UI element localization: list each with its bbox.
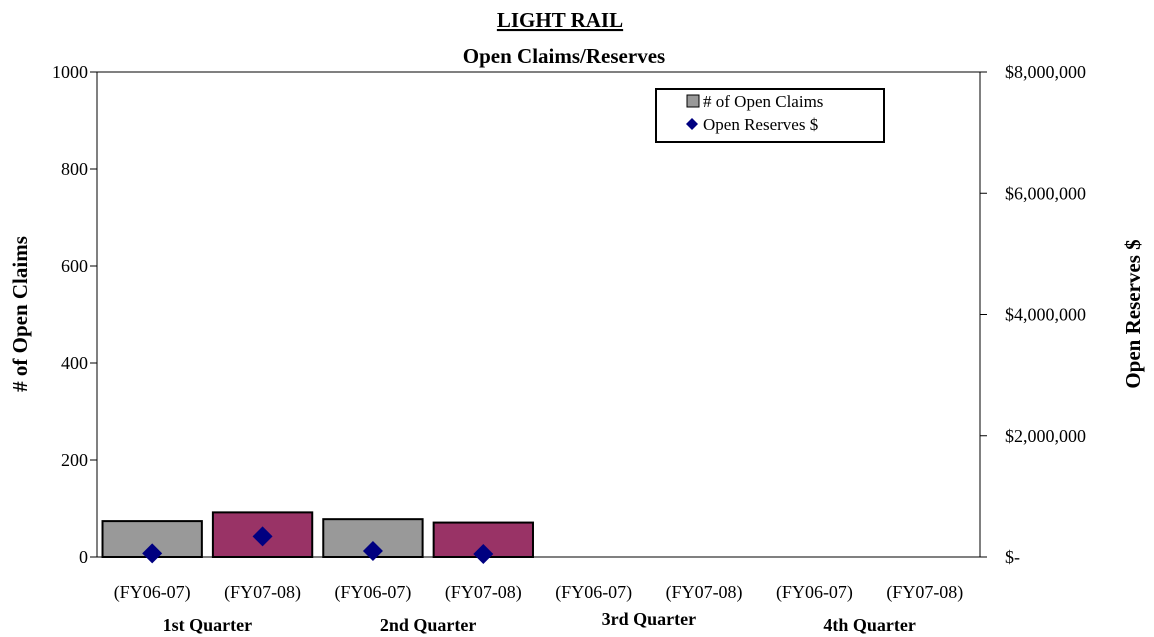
group-labels: 1st Quarter 2nd Quarter 3rd Quarter 4th Qua…	[163, 609, 916, 635]
right-tick-label: $6,000,000	[1005, 183, 1086, 203]
reserve-marker	[142, 543, 163, 564]
left-tick-label: 0	[79, 547, 88, 567]
group-label: 4th Quarter	[823, 615, 915, 635]
category-label: (FY06-07)	[776, 582, 853, 603]
left-tick-label: 800	[61, 159, 88, 179]
left-tick-label: 600	[61, 256, 88, 276]
right-tick-label: $4,000,000	[1005, 305, 1086, 325]
category-label: (FY06-07)	[334, 582, 411, 603]
legend-diamond-icon	[686, 118, 698, 130]
right-ticks: $- $2,000,000 $4,000,000 $6,000,000 $8,000,0…	[980, 62, 1086, 567]
chart-title: LIGHT RAIL	[497, 8, 623, 32]
legend: # of Open Claims Open Reserves $	[655, 88, 885, 143]
category-label: (FY07-08)	[666, 582, 743, 603]
bars	[101, 511, 534, 559]
left-tick-label: 200	[61, 450, 88, 470]
category-label: (FY06-07)	[114, 582, 191, 603]
left-ticks: 0 200 400 600 800 1000	[52, 62, 97, 567]
category-label: (FY07-08)	[224, 582, 301, 603]
left-tick-label: 1000	[52, 62, 88, 82]
category-labels: (FY06-07) (FY07-08) (FY06-07) (FY07-08) (FY0…	[114, 582, 964, 603]
right-tick-label: $8,000,000	[1005, 62, 1086, 82]
category-label: (FY07-08)	[445, 582, 522, 603]
reserve-markers	[142, 526, 494, 564]
left-axis-label: # of Open Claims	[8, 236, 32, 392]
left-tick-label: 400	[61, 353, 88, 373]
reserve-marker	[362, 540, 383, 561]
legend-bar-swatch	[686, 94, 700, 108]
reserve-marker	[473, 543, 494, 564]
right-axis-label: Open Reserves $	[1121, 239, 1145, 388]
category-label: (FY07-08)	[886, 582, 963, 603]
chart-subtitle: Open Claims/Reserves	[463, 44, 665, 68]
legend-label-reserves: Open Reserves $	[703, 115, 818, 134]
group-label: 3rd Quarter	[602, 609, 696, 629]
group-label: 1st Quarter	[163, 615, 252, 635]
reserve-marker	[252, 526, 273, 547]
legend-label-claims: # of Open Claims	[703, 92, 823, 111]
group-label: 2nd Quarter	[380, 615, 477, 635]
right-tick-label: $-	[1005, 547, 1020, 567]
right-tick-label: $2,000,000	[1005, 426, 1086, 446]
category-label: (FY06-07)	[555, 582, 632, 603]
